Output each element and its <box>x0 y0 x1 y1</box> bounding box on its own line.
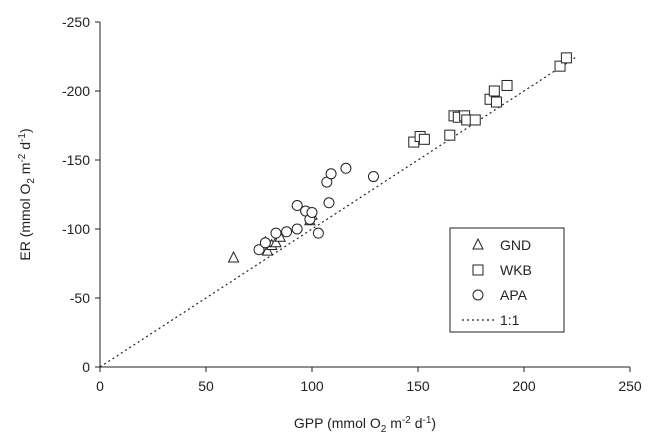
wkb-point <box>418 133 430 145</box>
wkb-point <box>408 136 420 148</box>
axes <box>95 21 631 372</box>
axis-title-part: -2 <box>402 415 411 426</box>
legend-1-1-label: 1:1 <box>500 312 520 328</box>
apa-point <box>259 237 271 249</box>
apa-point <box>253 244 265 256</box>
y-tick-label: 0 <box>82 359 90 375</box>
axis-title-part: GPP (mmol O <box>294 415 381 431</box>
wkb-point <box>469 114 481 126</box>
y-tick-label: -200 <box>62 83 90 99</box>
tick-labels: 0 50 100 150 200 250 0 -50 -100 -150 -200 -250 <box>62 14 642 394</box>
x-tick-label: 150 <box>406 378 430 394</box>
axis-title-part: m <box>17 163 33 179</box>
axis-title-part: -1 <box>17 133 28 142</box>
y-tick-label: -50 <box>70 290 90 306</box>
y-tick-label: -150 <box>62 152 90 168</box>
y-axis-title: ER (mmol O2 m-2 d-1) <box>17 128 37 260</box>
y-tick-label: -250 <box>62 14 90 30</box>
x-tick-label: 50 <box>198 378 214 394</box>
apa-point <box>270 227 282 239</box>
axis-title-part: 2 <box>381 424 387 435</box>
apa-point <box>323 197 335 209</box>
axis-title-part: d <box>411 415 423 431</box>
axis-title-part: -2 <box>17 153 28 162</box>
x-tick-label: 100 <box>300 378 324 394</box>
apa-point <box>312 227 324 239</box>
axis-title-part: ER (mmol O <box>17 184 33 261</box>
x-tick-label: 0 <box>96 378 104 394</box>
legend-apa-label: APA <box>500 287 528 303</box>
apa-point <box>281 226 293 238</box>
wkb-point <box>444 129 456 141</box>
legend-wkb-swatch <box>472 264 484 276</box>
wkb-point <box>554 60 566 72</box>
wkb-point <box>501 79 513 91</box>
apa-point <box>306 206 318 218</box>
apa-point <box>291 223 303 235</box>
apa-point <box>340 162 352 174</box>
x-tick-label: 200 <box>512 378 536 394</box>
apa-point <box>291 200 303 212</box>
data-points <box>99 52 578 368</box>
legend: GND WKB APA 1:1 <box>449 227 565 333</box>
x-axis-title: GPP (mmol O2 m-2 d-1) <box>294 415 436 435</box>
legend-gnd-swatch <box>472 237 484 250</box>
axis-title-part: ) <box>17 128 33 133</box>
axis-title-part: 2 <box>26 178 37 184</box>
wkb-point <box>560 52 572 64</box>
gnd-point <box>227 250 240 263</box>
axis-title-part: ) <box>431 415 436 431</box>
wkb-point <box>488 85 500 97</box>
legend-apa-swatch <box>472 289 484 301</box>
legend-box <box>449 227 565 333</box>
apa-point <box>367 171 379 183</box>
x-tick-label: 250 <box>618 378 642 394</box>
y-tick-label: -100 <box>62 221 90 237</box>
legend-gnd-label: GND <box>500 237 531 253</box>
axis-title-part: m <box>386 415 402 431</box>
legend-wkb-label: WKB <box>500 262 532 278</box>
gnd-point <box>270 235 282 248</box>
gnd-point <box>261 243 274 256</box>
wkb-point <box>490 96 502 108</box>
axis-title-part: -1 <box>423 415 432 426</box>
apa-point <box>325 168 337 180</box>
axis-title-part: d <box>17 142 33 154</box>
